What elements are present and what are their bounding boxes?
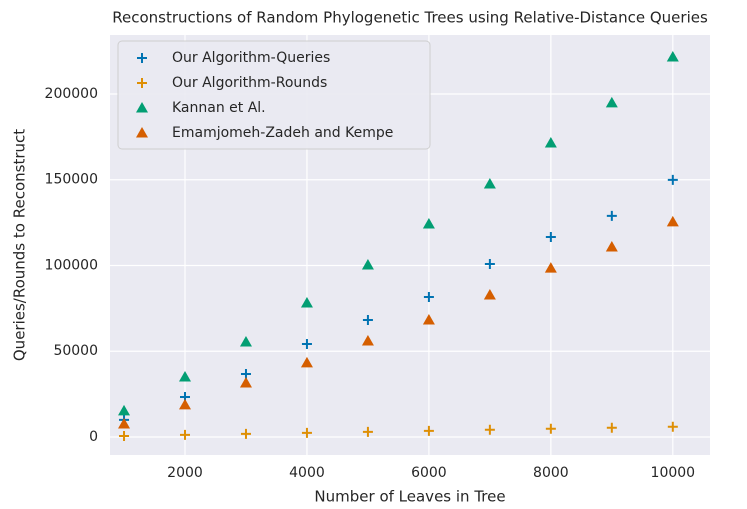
point [362,315,373,326]
point [423,292,434,303]
point [301,339,312,350]
x-axis-label: Number of Leaves in Tree [314,488,505,506]
point [666,215,679,227]
point [361,258,374,270]
x-tick-label: 4000 [289,465,325,481]
legend-marker [136,127,148,138]
point [545,423,556,434]
y-tick-label: 50000 [53,343,98,359]
y-tick-label: 0 [89,429,98,445]
x-tick-label: 8000 [533,465,569,481]
point [300,356,313,368]
point [119,430,130,441]
y-tick-label: 100000 [45,257,98,273]
x-tick-label: 6000 [411,465,447,481]
x-tick-label: 10000 [651,465,696,481]
point [239,376,252,388]
point [606,422,617,433]
chart-title: Reconstructions of Random Phylogenetic T… [112,9,708,27]
point [666,50,679,62]
legend-label: Emamjomeh-Zadeh and Kempe [172,125,393,141]
point [667,421,678,432]
point [422,314,435,325]
point [239,335,252,347]
point [484,424,495,435]
point [300,297,313,308]
legend-label: Our Algorithm-Rounds [172,75,327,91]
legend-marker [136,102,148,113]
legend-box [117,40,431,150]
point [483,178,496,189]
point [605,240,618,252]
point [544,262,557,273]
point [118,417,131,429]
point [422,217,435,229]
point [301,427,312,438]
point [423,425,434,436]
point [544,137,557,148]
legend-marker [137,53,147,63]
point [362,426,373,437]
point [606,210,617,221]
y-tick-label: 200000 [45,86,98,102]
point [240,428,251,439]
point [667,174,678,185]
legend-label: Kannan et Al. [172,100,266,116]
y-axis-label: Queries/Rounds to Reconstruct [11,129,29,361]
point [179,370,191,382]
point [179,398,191,410]
point [605,96,618,108]
point [484,258,495,269]
point [483,288,496,300]
legend-label: Our Algorithm-Queries [172,50,330,66]
point [180,429,190,440]
point [118,404,131,416]
x-tick-label: 2000 [167,465,203,481]
point [545,232,556,243]
y-tick-label: 150000 [45,172,98,188]
legend-marker [137,78,147,88]
point [361,334,374,346]
